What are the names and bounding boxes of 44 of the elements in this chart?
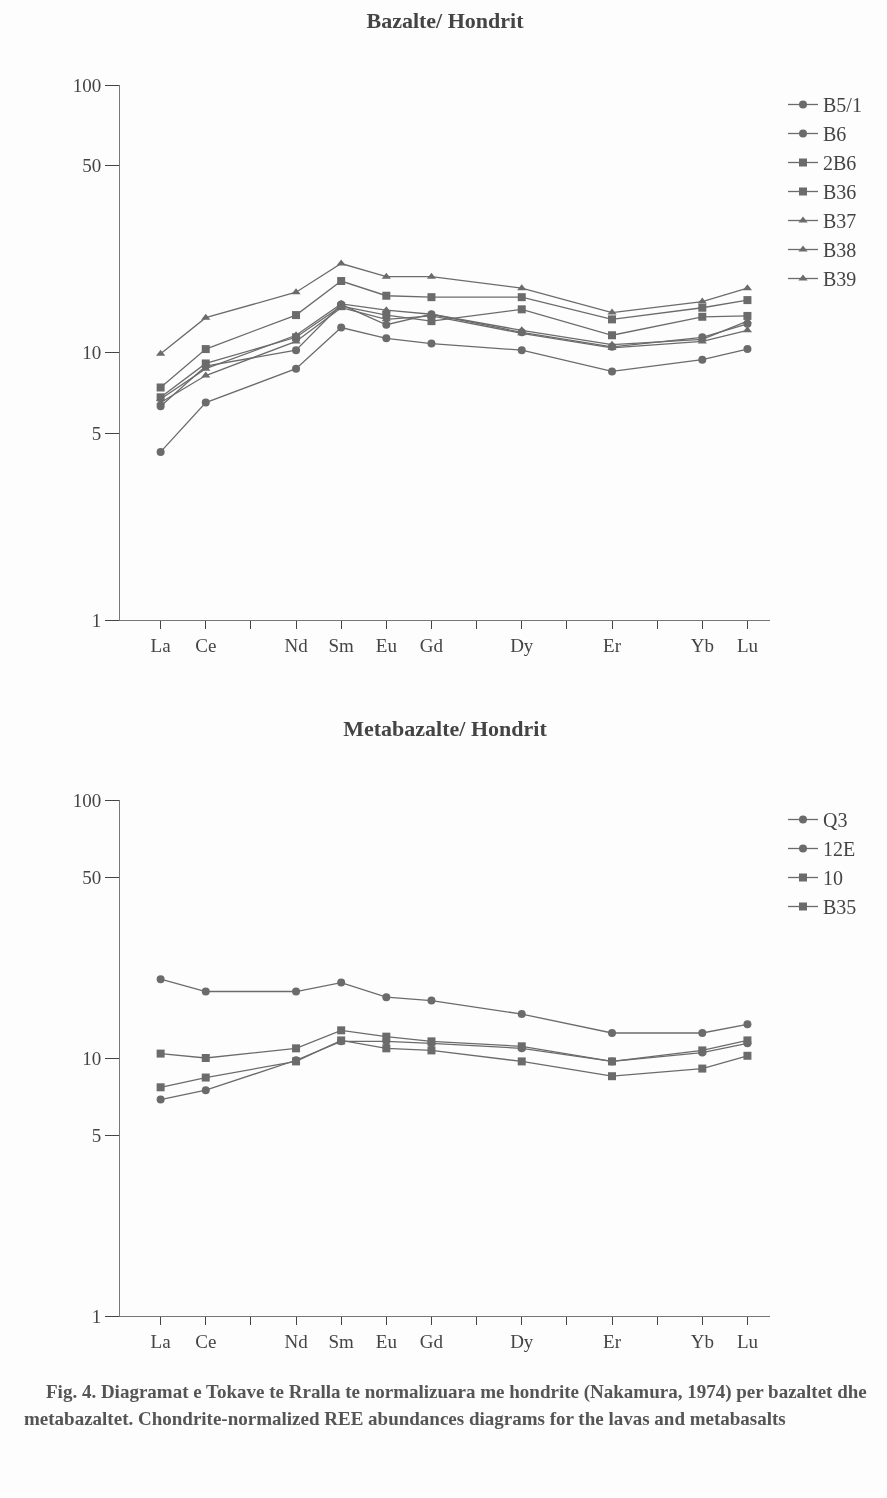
legend-label: B38 <box>823 239 857 262</box>
legend-label: B39 <box>823 268 857 291</box>
legend-label: 2B6 <box>823 152 857 175</box>
x-tick-label: Dy <box>510 634 534 656</box>
y-tick-label: 50 <box>82 155 102 177</box>
y-tick-label: 1 <box>91 1305 102 1327</box>
x-tick-label: Sm <box>328 634 355 656</box>
x-tick-label: Ce <box>195 1330 217 1352</box>
x-tick-label: Er <box>603 1330 622 1352</box>
y-tick-label: 100 <box>72 789 102 811</box>
x-tick-label: Ce <box>195 634 217 656</box>
x-tick-label: Nd <box>284 634 309 656</box>
x-tick-label: Gd <box>419 1330 444 1352</box>
x-tick-label: Eu <box>375 1330 398 1352</box>
x-tick-label: La <box>150 634 172 656</box>
legend-label: B35 <box>823 896 857 919</box>
x-tick-label: Lu <box>736 1330 759 1352</box>
y-tick-label: 5 <box>91 422 102 444</box>
legend-label: 10 <box>823 867 843 890</box>
chart-title: Metabazalte/ Hondrit <box>343 715 548 741</box>
x-tick-label: Sm <box>328 1330 355 1352</box>
x-tick-label: Yb <box>690 1330 714 1352</box>
legend-label: Q3 <box>823 809 848 832</box>
y-tick-label: 10 <box>82 342 102 364</box>
y-tick-label: 50 <box>82 867 102 889</box>
y-tick-label: 10 <box>82 1047 102 1069</box>
x-tick-label: Eu <box>375 634 398 656</box>
legend-label: B5/1 <box>823 94 862 117</box>
legend-label: 12E <box>823 838 856 861</box>
x-tick-label: Er <box>603 634 622 656</box>
x-tick-label: Lu <box>736 634 759 656</box>
legend-label: B37 <box>823 210 857 233</box>
x-tick-label: Yb <box>690 634 714 656</box>
y-tick-label: 100 <box>72 74 102 96</box>
x-tick-label: Nd <box>284 1330 309 1352</box>
legend-label: B36 <box>823 181 857 204</box>
legend-label: B6 <box>823 123 847 146</box>
y-tick-label: 5 <box>91 1125 102 1147</box>
caption: Fig. 4. Diagramat e Tokave te Rralla te normalizuara me hondrite (Nakamura, 1974) per bazaltet dhe metabazaltet. Chondrite-normalized REE abundances diagrams for the lavas and metabasalts <box>24 1380 868 1431</box>
x-tick-label: La <box>150 1330 172 1352</box>
chart-title: Bazalte/ Hondrit <box>366 7 525 33</box>
x-tick-label: Gd <box>419 634 444 656</box>
x-tick-label: Dy <box>510 1330 534 1352</box>
y-tick-label: 1 <box>91 609 102 631</box>
